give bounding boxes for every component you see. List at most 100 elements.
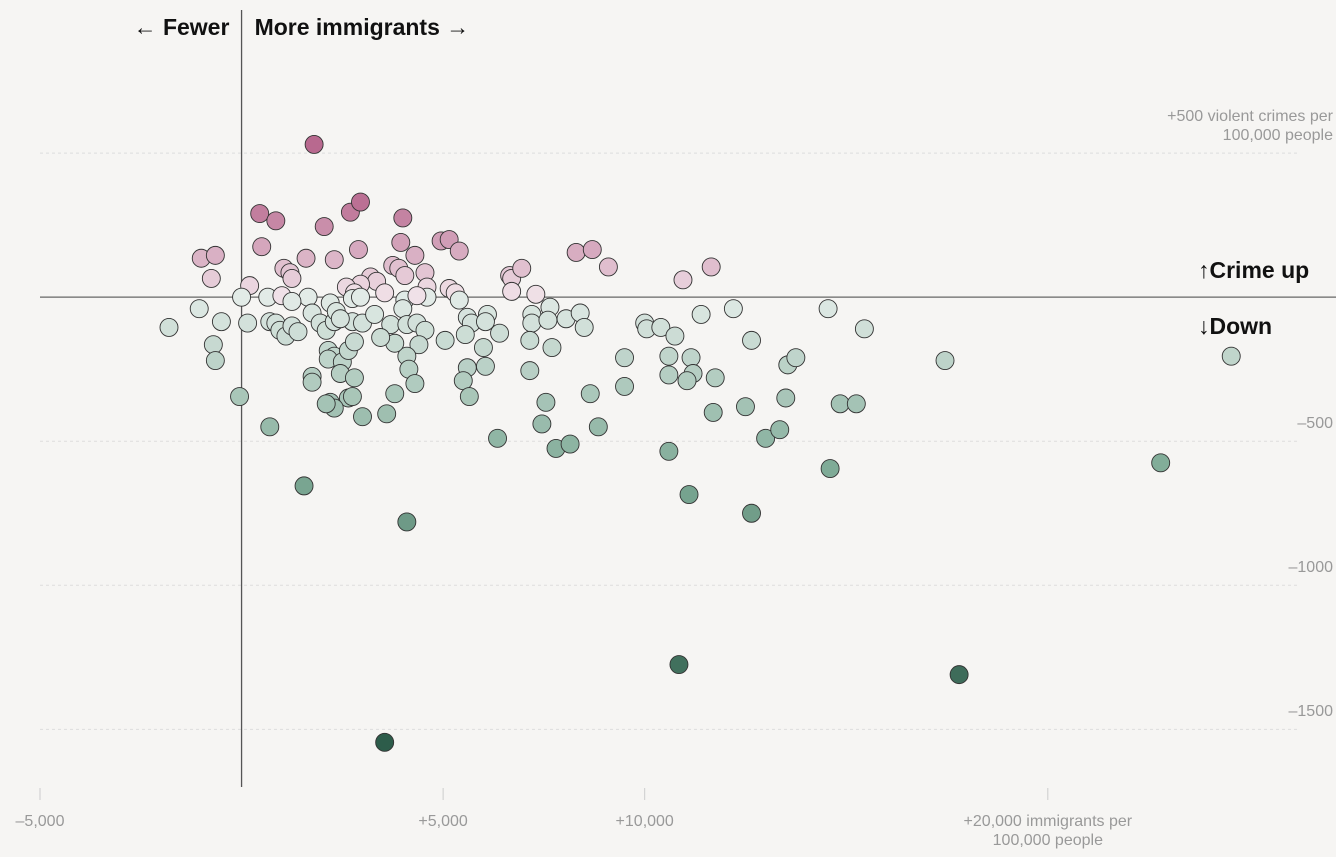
x-tick-label: –5,000 bbox=[15, 813, 65, 830]
data-point bbox=[502, 281, 522, 301]
data-point bbox=[238, 313, 258, 333]
data-point bbox=[659, 346, 679, 366]
data-point bbox=[230, 387, 249, 407]
data-point bbox=[232, 287, 252, 307]
data-point bbox=[298, 287, 318, 307]
data-point bbox=[302, 372, 322, 392]
data-point bbox=[282, 292, 302, 311]
data-point bbox=[473, 338, 493, 358]
data-point bbox=[580, 384, 600, 404]
data-point bbox=[435, 330, 455, 350]
data-point bbox=[409, 335, 429, 355]
data-point bbox=[820, 459, 840, 479]
x-tick-label: +20,000 immigrants per 100,000 people bbox=[963, 813, 1133, 849]
data-point bbox=[770, 420, 790, 440]
data-point bbox=[1151, 453, 1171, 473]
data-point bbox=[598, 257, 618, 277]
data-point bbox=[651, 317, 671, 337]
data-point bbox=[407, 286, 427, 306]
data-point bbox=[405, 374, 425, 394]
data-point bbox=[282, 268, 302, 288]
data-point bbox=[566, 243, 586, 262]
data-point bbox=[260, 417, 280, 437]
data-point bbox=[723, 299, 743, 319]
data-point bbox=[512, 258, 532, 278]
data-point bbox=[742, 503, 761, 523]
data-point bbox=[476, 312, 495, 332]
data-point bbox=[490, 323, 510, 343]
data-point bbox=[459, 387, 479, 407]
data-point bbox=[673, 270, 693, 290]
data-point bbox=[342, 387, 362, 407]
data-point bbox=[316, 394, 336, 414]
data-point bbox=[756, 428, 776, 448]
data-point bbox=[520, 361, 540, 381]
y-tick-label: –1500 bbox=[1288, 703, 1334, 721]
data-point bbox=[189, 299, 209, 319]
data-point bbox=[776, 388, 796, 408]
data-point bbox=[736, 397, 755, 417]
data-point bbox=[250, 204, 270, 224]
data-point bbox=[846, 394, 866, 414]
data-point bbox=[203, 335, 223, 355]
data-point bbox=[159, 317, 179, 337]
data-point bbox=[615, 348, 634, 368]
data-point bbox=[520, 330, 540, 350]
data-point bbox=[393, 208, 413, 228]
data-point bbox=[405, 245, 425, 265]
data-point bbox=[324, 250, 344, 270]
data-point bbox=[536, 392, 556, 412]
data-point bbox=[266, 211, 286, 231]
y-tick-label: –500 bbox=[1297, 415, 1333, 433]
data-point bbox=[949, 665, 969, 685]
data-point bbox=[351, 192, 370, 212]
data-point bbox=[742, 330, 761, 350]
data-point bbox=[542, 338, 562, 358]
data-point bbox=[252, 237, 272, 257]
data-point bbox=[488, 428, 507, 448]
data-point bbox=[665, 326, 685, 346]
data-point bbox=[397, 512, 417, 532]
data-point bbox=[691, 304, 711, 324]
data-point bbox=[377, 404, 397, 424]
data-point bbox=[522, 313, 542, 333]
data-point bbox=[314, 217, 334, 237]
data-point bbox=[449, 241, 469, 261]
data-point bbox=[351, 287, 370, 307]
data-point bbox=[701, 257, 721, 277]
data-point bbox=[344, 332, 364, 352]
data-point bbox=[786, 348, 806, 368]
annotation-more: More immigrants → bbox=[254, 14, 470, 40]
data-point bbox=[375, 283, 395, 303]
data-point bbox=[344, 368, 364, 388]
data-point bbox=[703, 402, 723, 422]
data-point bbox=[205, 245, 225, 265]
data-point bbox=[588, 417, 608, 437]
data-point bbox=[304, 134, 324, 154]
data-point bbox=[681, 348, 701, 368]
data-point bbox=[532, 414, 552, 434]
y-tick-label: –1000 bbox=[1288, 559, 1334, 577]
data-point bbox=[449, 290, 469, 310]
data-point bbox=[830, 394, 850, 414]
data-point bbox=[615, 377, 634, 396]
data-point bbox=[211, 312, 231, 332]
data-point bbox=[818, 299, 838, 319]
data-point bbox=[453, 371, 473, 391]
data-point bbox=[296, 248, 316, 268]
annotation-fewer: ← Fewer bbox=[133, 14, 230, 40]
y-tick-label: +500 violent crimes per 100,000 people bbox=[1167, 108, 1333, 145]
data-point bbox=[330, 309, 350, 329]
data-point bbox=[677, 371, 697, 391]
x-tick-label: +10,000 bbox=[615, 813, 674, 830]
data-point bbox=[538, 310, 558, 330]
data-point bbox=[476, 356, 495, 376]
data-point bbox=[1221, 346, 1241, 366]
data-point bbox=[395, 266, 415, 285]
data-point bbox=[294, 476, 314, 496]
annotation-crime-up: ↑Crime up bbox=[1198, 257, 1310, 284]
data-point bbox=[385, 384, 405, 404]
data-point bbox=[582, 240, 602, 260]
data-point bbox=[349, 240, 368, 260]
